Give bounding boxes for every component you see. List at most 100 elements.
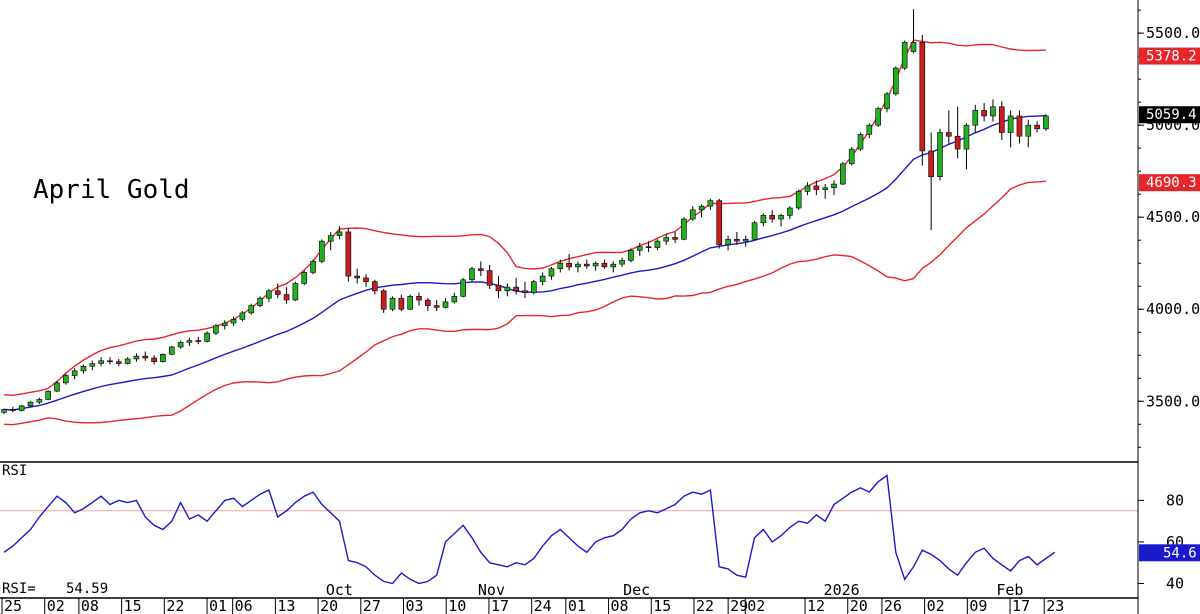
candle — [124, 357, 131, 365]
candle-body — [742, 238, 749, 242]
rsi-label: RSI — [2, 463, 27, 479]
candle — [204, 331, 210, 343]
candle — [107, 357, 113, 365]
candle — [778, 213, 784, 227]
price-tick-label: 4500.0 — [1146, 208, 1200, 226]
candle-body — [946, 132, 952, 137]
day-label: 17 — [491, 597, 509, 614]
day-label: 06 — [235, 597, 253, 614]
candle-body — [213, 325, 219, 334]
day-label: 15 — [653, 597, 671, 614]
candle-body — [672, 237, 678, 240]
candle-body — [813, 185, 820, 190]
candle-body — [372, 281, 378, 292]
month-label: Dec — [623, 581, 650, 599]
candle-body — [469, 268, 475, 281]
candle-body — [1034, 124, 1040, 130]
rsi-last-tag — [1139, 544, 1200, 562]
candle — [230, 316, 237, 326]
candle-body — [769, 215, 776, 220]
candle — [513, 277, 519, 295]
candle — [663, 233, 670, 245]
candle-body — [36, 399, 43, 403]
candle — [469, 266, 475, 282]
candle — [742, 235, 749, 247]
candle — [416, 292, 422, 306]
candle — [283, 287, 290, 304]
candle — [45, 390, 51, 401]
candle — [380, 288, 387, 313]
candle — [301, 270, 308, 286]
candle — [592, 261, 599, 271]
candle-body — [363, 277, 369, 282]
candle-body — [601, 262, 608, 268]
candle-body — [230, 319, 237, 324]
day-label: 24 — [534, 597, 552, 614]
day-label: 20 — [850, 597, 868, 614]
day-label: 25 — [4, 597, 22, 614]
candle — [875, 106, 881, 128]
candle-body — [107, 360, 113, 363]
candle — [292, 281, 299, 301]
candle — [266, 288, 272, 302]
candle-body — [910, 42, 917, 52]
candle-body — [1025, 124, 1032, 137]
candle — [840, 161, 846, 185]
month-label: Feb — [996, 581, 1023, 599]
candle-body — [557, 262, 564, 270]
candle-body — [822, 187, 828, 190]
candle-body — [27, 401, 34, 407]
candle — [486, 265, 493, 289]
candle — [981, 103, 987, 122]
candle — [884, 92, 890, 113]
candle — [751, 220, 758, 241]
candle — [963, 123, 970, 170]
day-label: 01 — [209, 597, 227, 614]
candle-body — [345, 231, 352, 277]
candle-body — [981, 110, 987, 117]
candle — [71, 368, 78, 380]
candle — [1007, 110, 1014, 148]
candle — [27, 401, 34, 407]
candle-body — [142, 355, 149, 359]
candle-body — [725, 238, 731, 246]
candle-body — [354, 275, 361, 279]
candle-body — [548, 268, 555, 277]
candle — [310, 259, 316, 275]
candle-body — [221, 322, 228, 327]
candle-body — [716, 200, 723, 246]
price-tick-label: 4000.0 — [1146, 300, 1200, 318]
candle-body — [204, 332, 210, 342]
candle-body — [654, 240, 661, 248]
candle — [1, 408, 7, 415]
day-label: 02 — [927, 597, 945, 614]
candle — [760, 213, 767, 227]
candle — [407, 294, 413, 311]
candle — [327, 231, 334, 251]
candle-body — [893, 67, 899, 95]
lower-band-line — [3, 180, 1046, 426]
last-price-value-tag — [1139, 106, 1200, 124]
candle-body — [151, 357, 157, 362]
candle-body — [628, 250, 634, 261]
candle — [636, 242, 643, 256]
upper-band-value-tag — [1139, 47, 1200, 65]
candle — [63, 373, 69, 385]
candle-body — [937, 132, 943, 178]
candle — [398, 294, 405, 312]
day-label: 23 — [1046, 597, 1064, 614]
candle-body — [848, 148, 855, 165]
candle — [619, 257, 625, 267]
rsi-tick-label: 40 — [1166, 574, 1184, 592]
candle — [89, 360, 96, 370]
candle-body — [1007, 115, 1014, 133]
candle-body — [327, 235, 334, 242]
candle — [689, 206, 696, 221]
candle — [336, 226, 343, 240]
day-label: 08 — [611, 597, 629, 614]
candle — [698, 204, 705, 218]
day-label: 03 — [406, 597, 424, 614]
candle — [80, 364, 87, 374]
candle — [672, 231, 678, 243]
